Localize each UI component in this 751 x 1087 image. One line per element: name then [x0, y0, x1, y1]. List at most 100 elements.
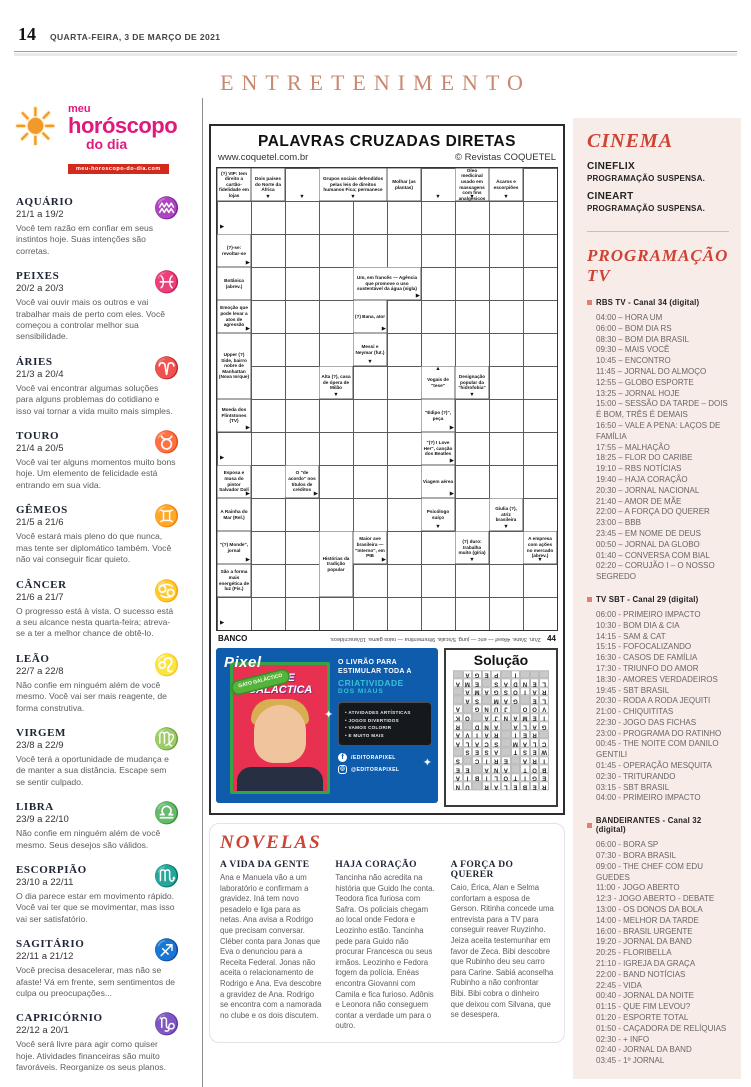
- solution-cell: M: [472, 687, 482, 696]
- sign-entry: AQUÁRIO 21/1 a 19/2 ♒ Você tem razão em …: [16, 196, 194, 257]
- solution-cell: I: [481, 755, 492, 765]
- clue-cell: O "de acordo" nos títulos de créditos ▶: [285, 465, 319, 498]
- channel-shows: 04:00 – HORA UM 06:00 – BOM DIA RS 08:30 –…: [587, 313, 729, 583]
- arrow-icon: ▼: [435, 193, 441, 200]
- solution-cell: D: [472, 721, 482, 731]
- arrow-icon: ▶: [381, 325, 386, 332]
- solution-cell: T: [510, 773, 521, 782]
- solution-cell: E: [481, 670, 492, 679]
- solution-cell: L: [501, 781, 511, 791]
- solution-cell: E: [529, 781, 540, 791]
- show-item: 23:00 – BBB: [596, 518, 641, 528]
- zodiac-glyph-icon: ♑: [153, 1013, 180, 1037]
- solution-cell: S: [453, 755, 463, 765]
- solution-cell: O: [529, 764, 540, 774]
- channel-name: BANDEIRANTES - Canal 32 (digital): [595, 816, 702, 835]
- solution-cell: U: [491, 704, 501, 713]
- arrow-icon: ▶: [313, 490, 318, 497]
- header-rule: [14, 51, 737, 52]
- arrow-icon: ▼: [503, 523, 509, 530]
- arrow-icon: ▼: [537, 556, 543, 563]
- solution-cell: E: [472, 747, 482, 756]
- sun-icon: ☀: [12, 99, 59, 157]
- show-item: 07:30 - BORA BRASIL: [596, 851, 677, 861]
- solution-cell: [520, 670, 530, 679]
- show-item: 19:45 - SBT BRASIL: [596, 685, 670, 695]
- sign-entry: CÂNCER 21/6 a 21/7 ♋ O progresso está à …: [16, 579, 194, 640]
- zodiac-glyph-icon: ♐: [153, 939, 180, 963]
- novela-text: Caio, Érica, Alan e Selma confortam a es…: [450, 883, 554, 1020]
- page-date: QUARTA-FEIRA, 3 DE MARÇO DE 2021: [50, 32, 221, 42]
- show-item: 02:40 - JORNAL DA BAND: [596, 1045, 692, 1055]
- solution-cell: T: [520, 764, 530, 774]
- solution-cell: R: [529, 755, 540, 765]
- sign-name: TOURO: [16, 430, 60, 443]
- solution-cell: E: [529, 712, 540, 722]
- show-item: 01:50 - CAÇADORA DE RELÍQUIAS: [596, 1023, 727, 1033]
- show-item: 02:30 - TRITURANDO: [596, 771, 676, 781]
- solution-cell: N: [481, 721, 492, 731]
- arrow-cell: ▼: [421, 168, 455, 201]
- clue-cell: Upper (?) Side, bairro nobre de Manhatta…: [217, 333, 251, 399]
- crossword-url: www.coquetel.com.br: [218, 152, 309, 163]
- solution-cell: A: [453, 773, 463, 782]
- sign-name: VIRGEM: [16, 726, 67, 739]
- solution-cell: E: [539, 773, 549, 782]
- sign-text: O dia parece estar em movimento rápido. …: [16, 890, 175, 924]
- sign-text: Você terá a oportunidade de mudança e de…: [16, 753, 169, 787]
- arrow-icon: ▼: [469, 391, 475, 398]
- show-item: 22:00 – A FORÇA DO QUERER: [596, 507, 710, 517]
- arrow-icon: ▶: [449, 457, 454, 464]
- sign-name: CÂNCER: [16, 578, 67, 591]
- solution-cell: I: [520, 773, 530, 782]
- ad-bullets-panel: • ATIVIDADES ARTÍSTICAS • JOGOS DIVERTIDO…: [338, 701, 432, 747]
- channel-name: RBS TV - Canal 34 (digital): [596, 298, 700, 307]
- show-item: 22:30 - JOGO DAS FICHAS: [596, 717, 697, 727]
- right-panel: CINEMA CINEFLIX PROGRAMAÇÃO SUSPENSA. CI…: [573, 118, 741, 1079]
- ad-bullet: • VAMOS COLORIR: [345, 725, 392, 731]
- solution-cell: [481, 678, 492, 688]
- facebook-handle: /EDITORAPIXEL: [351, 754, 396, 761]
- show-item: 14:00 - MELHOR DA TARDE: [596, 915, 699, 925]
- show-item: 21:40 – AMOR DE MÃE: [596, 496, 682, 506]
- show-item: 06:00 - BORA SP: [596, 840, 659, 850]
- sign-entry: TOURO 21/4 a 20/5 ♉ Você vai ter alguns …: [16, 430, 194, 491]
- clue-cell: Dois países do Norte da África ▼: [251, 168, 285, 201]
- show-item: 12:3 - JOGO ABERTO - DEBATE: [596, 894, 715, 904]
- instagram-handle: @EDITORAPIXEL: [351, 766, 400, 773]
- solution-cell: U: [462, 781, 473, 791]
- clue-cell: Histórias da tradição popular: [319, 531, 353, 597]
- boy-shirt: [237, 767, 323, 791]
- solution-cell: [453, 747, 463, 756]
- channel-block: BANDEIRANTES - Canal 32 (digital) 06:00 …: [587, 816, 729, 1067]
- solution-cell: R: [453, 721, 463, 731]
- show-item: 03:15 - SBT BRASIL: [596, 782, 670, 792]
- banco-label: BANCO: [218, 634, 248, 643]
- sparkle-icon: ✦: [324, 709, 334, 721]
- solution-cell: J: [491, 712, 501, 722]
- novela-column: A FORÇA DO QUERER Caio, Érica, Alan e Se…: [451, 860, 554, 1032]
- solution-cell: M: [510, 738, 521, 748]
- solution-cell: R: [539, 687, 549, 696]
- solution-cell: I: [472, 730, 482, 739]
- logo-meu: meu: [68, 103, 91, 115]
- arrow-icon: ▼: [367, 358, 373, 365]
- solution-cell: A: [529, 721, 540, 731]
- solution-cell: A: [481, 687, 492, 696]
- solution-cell: A: [510, 721, 521, 731]
- solution-cell: I: [510, 730, 521, 739]
- solution-cell: A: [529, 687, 540, 696]
- arrow-cell: ▶: [217, 597, 251, 630]
- solution-cell: G: [529, 773, 540, 782]
- arrow-icon: ▼: [435, 523, 441, 530]
- arrow-icon: ▼: [333, 391, 339, 398]
- solution-cell: E: [520, 730, 530, 739]
- cinema-title: CINEMA: [587, 130, 674, 152]
- solution-cell: L: [529, 738, 540, 748]
- clue-cell: Messi e Neymar (fut.) ▼: [353, 333, 387, 366]
- solution-cell: [472, 781, 482, 791]
- solution-cell: N: [520, 678, 530, 688]
- solution-cell: [501, 670, 511, 679]
- zodiac-glyph-icon: ♌: [153, 653, 180, 677]
- clue-cell: Esposa e musa do pintor Salvador Dalí ▶: [217, 465, 251, 498]
